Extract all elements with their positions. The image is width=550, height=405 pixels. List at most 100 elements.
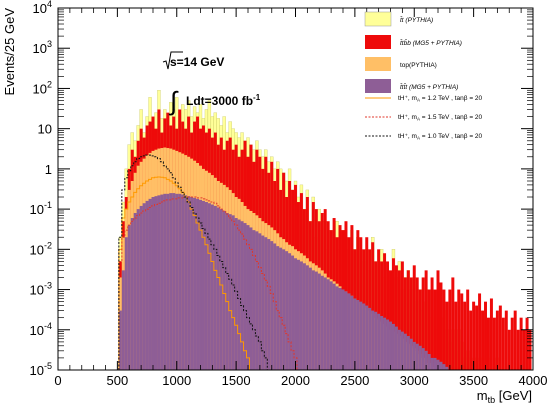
bar <box>421 348 425 370</box>
y-tick-label: 104 <box>33 0 52 16</box>
x-axis-label: mtb [GeV] <box>477 388 532 405</box>
bar <box>403 333 407 370</box>
y-tick-exp: -1 <box>44 200 52 210</box>
bar <box>486 317 490 370</box>
bar <box>326 279 330 370</box>
y-tick-exp: 2 <box>47 79 52 89</box>
y-tick-label: 10 <box>38 122 52 137</box>
legend-label-top: top(PYTHIA) <box>400 62 437 69</box>
bar <box>341 289 345 370</box>
y-tick-label: 10-2 <box>30 240 52 257</box>
y-tick-label: 10-3 <box>30 281 52 298</box>
bar <box>389 270 392 370</box>
y-tick-base: 10 <box>30 283 44 298</box>
bar <box>386 319 390 370</box>
bar <box>231 215 235 370</box>
bar <box>329 281 333 370</box>
bar <box>451 277 455 370</box>
bar <box>504 310 508 370</box>
y-tick-label: 102 <box>33 79 52 96</box>
bar <box>157 195 161 370</box>
signal-line-2 <box>118 154 532 371</box>
bar <box>282 249 286 370</box>
bar <box>222 210 226 370</box>
bar <box>442 364 446 370</box>
bar <box>264 237 268 370</box>
sqrt-sign-icon <box>162 51 183 70</box>
bar <box>291 255 295 370</box>
luminosity-annotation: ∫ Ldt=3000 fb-1 <box>168 86 261 116</box>
legend-label-ma10: tH⁺, mA = 1.0 TeV , tanβ = 20 <box>398 133 483 141</box>
bar <box>323 277 327 370</box>
bar <box>424 270 428 370</box>
bar <box>391 258 395 370</box>
bar <box>525 317 529 370</box>
legend-swatch-top <box>365 57 391 71</box>
x-tick-label: 1500 <box>222 373 251 388</box>
bar <box>498 305 502 370</box>
bar <box>127 225 131 370</box>
bar <box>178 193 182 370</box>
x-tick-label: 3500 <box>459 373 488 388</box>
bar <box>207 203 211 370</box>
bar <box>383 253 387 370</box>
y-tick-label: 1 <box>45 162 52 177</box>
bar <box>400 331 404 370</box>
bar <box>472 301 476 370</box>
bar <box>169 193 173 370</box>
bar <box>397 329 401 370</box>
legend-swatch-ttbar <box>364 11 392 27</box>
bar <box>151 197 155 370</box>
bar <box>276 246 280 370</box>
bar <box>478 293 482 370</box>
bar <box>347 293 351 370</box>
bar <box>317 273 321 370</box>
integral-sign-icon: ∫ <box>168 86 179 116</box>
bar <box>484 301 487 370</box>
bar <box>356 300 360 370</box>
y-tick-label: 10-5 <box>30 361 52 378</box>
bar <box>199 199 202 370</box>
bar <box>181 194 185 370</box>
bar <box>216 207 220 370</box>
bar <box>166 193 170 370</box>
bar <box>495 310 499 370</box>
bar <box>353 298 357 370</box>
bar <box>314 271 318 370</box>
bar <box>424 350 428 370</box>
bar <box>377 249 381 370</box>
bar <box>255 231 259 370</box>
bar <box>442 289 446 370</box>
bar <box>344 291 348 370</box>
bar <box>427 289 431 370</box>
x-tick-label: 4000 <box>519 373 548 388</box>
bar <box>457 289 461 370</box>
bar <box>133 213 137 370</box>
energy-annotation: s=14 GeV <box>162 51 224 70</box>
bar <box>391 323 395 370</box>
y-tick-base: 10 <box>30 242 44 257</box>
bar <box>225 213 229 370</box>
y-tick-base: 10 <box>30 363 44 378</box>
bar <box>386 261 390 370</box>
bar <box>501 317 505 370</box>
legend-swatch-ttbb <box>365 35 391 49</box>
bar <box>394 326 398 370</box>
bar <box>371 242 375 370</box>
bar <box>249 227 253 370</box>
bar <box>311 270 315 370</box>
bar <box>362 303 366 370</box>
bar <box>308 267 312 370</box>
bar <box>516 329 520 370</box>
bar <box>383 317 387 370</box>
y-tick-base: 10 <box>33 1 47 16</box>
bar <box>371 310 375 370</box>
bar <box>522 329 526 370</box>
bar <box>430 277 434 370</box>
bar <box>267 239 271 370</box>
y-tick-base: 10 <box>33 41 47 56</box>
bar <box>469 310 473 370</box>
bar <box>201 200 205 370</box>
y-tick-base: 10 <box>30 323 44 338</box>
